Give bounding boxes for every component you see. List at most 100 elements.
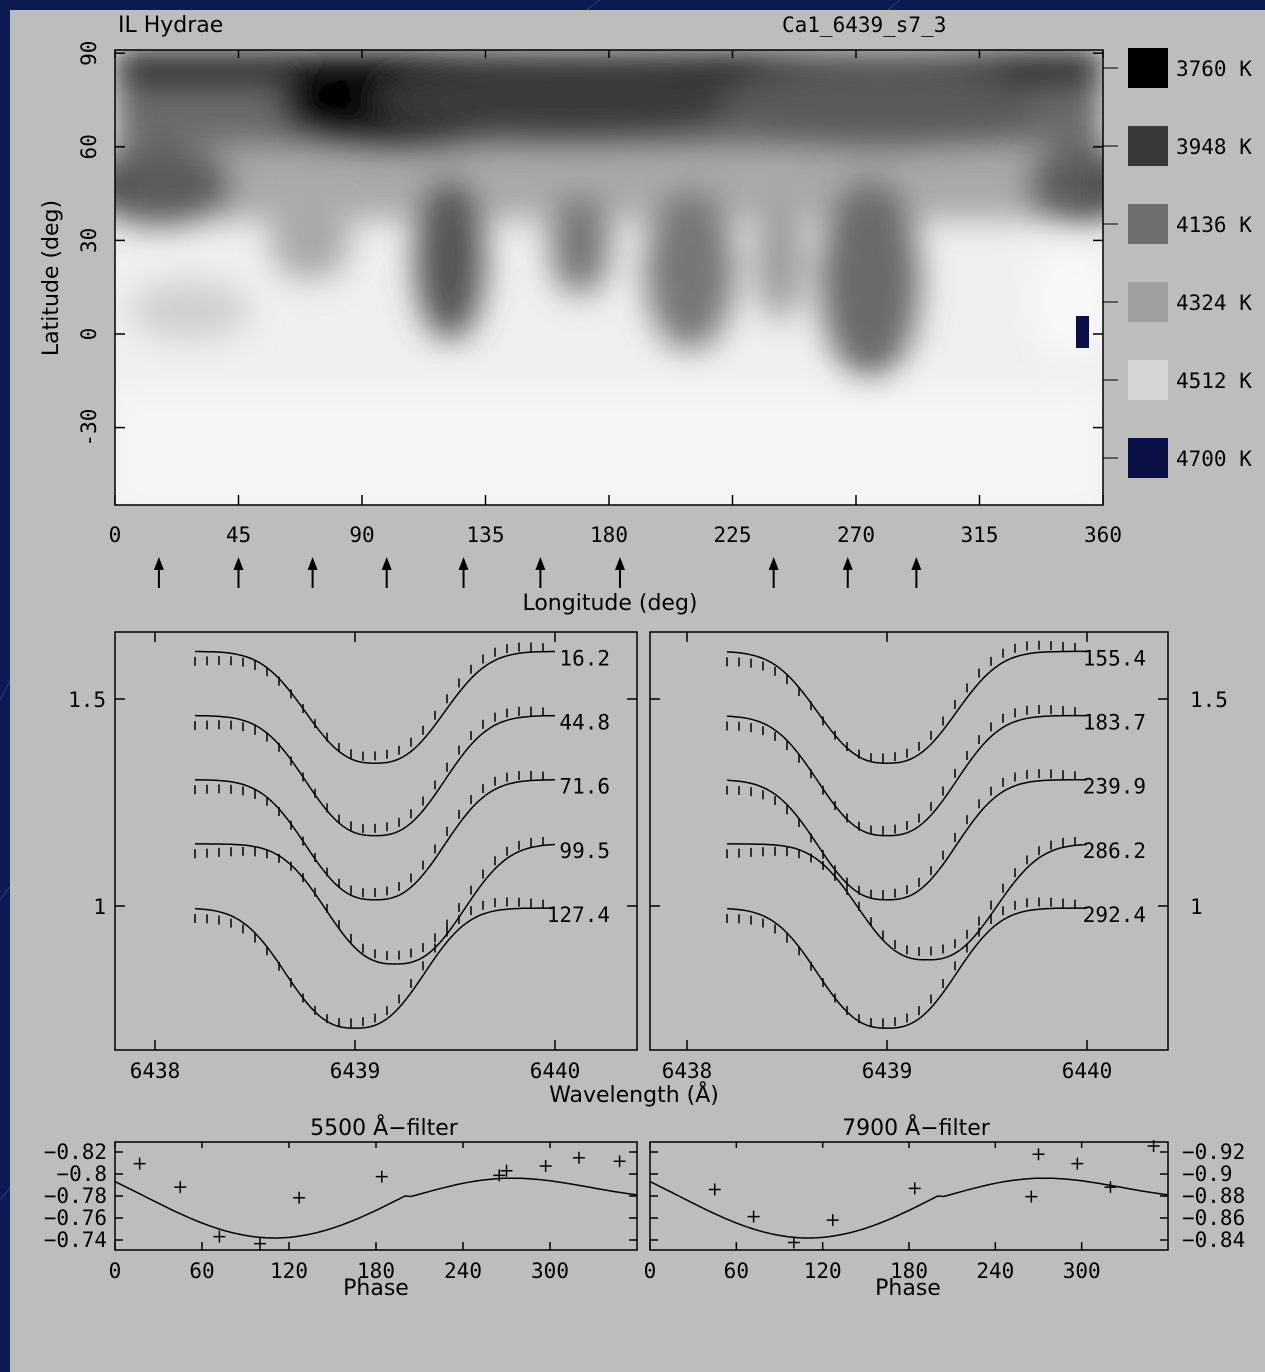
map-xtick-label: 135	[467, 523, 505, 547]
map-xtick-label: 90	[349, 523, 374, 547]
phase-label-left: Phase	[343, 1276, 409, 1301]
light-data-point	[539, 1160, 552, 1172]
profile-phase-label: 286.2	[1083, 839, 1146, 863]
phase-arrow-head	[535, 557, 546, 570]
profile-model-line	[727, 843, 1088, 961]
light-data-point	[293, 1191, 306, 1204]
light-curves: 0 60 120 180 240 300−0.82−0.8−0.78−0.76−0.740…	[44, 1140, 1245, 1283]
legend-label: 3948 K	[1176, 135, 1252, 159]
light-ytick-label: −0.8	[56, 1162, 107, 1186]
map-ytick-label: 30	[77, 228, 101, 253]
light-data-point	[133, 1157, 146, 1170]
light-data-point	[500, 1164, 513, 1177]
light-right-frame	[649, 1141, 1169, 1251]
phase-arrow-head	[153, 557, 164, 570]
figure-panel: IL Hydrae Ca1_6439_s7_3 0 45 90 135 180 225 27…	[10, 10, 1265, 1372]
light-ytick-label: −0.86	[1182, 1206, 1245, 1230]
phase-arrow-head	[458, 557, 469, 570]
profile-phase-label: 71.6	[559, 775, 610, 799]
map-ylabel: Latitude (deg)	[39, 200, 64, 356]
profile-model-line	[195, 843, 556, 965]
phase-arrow-head	[307, 557, 318, 570]
light-ytick-label: −0.78	[44, 1184, 107, 1208]
light-ytick-label: −0.76	[44, 1206, 107, 1230]
light-data-point	[708, 1183, 721, 1196]
profile-model-line	[194, 779, 556, 901]
light-ytick-label: −0.9	[1182, 1162, 1233, 1186]
legend-label: 4136 K	[1176, 213, 1252, 237]
profiles-left-frame	[114, 631, 638, 1051]
light-data-point	[787, 1236, 800, 1249]
profile-phase-label: 127.4	[547, 903, 610, 927]
phase-arrow-head	[614, 557, 625, 570]
legend-swatch	[1128, 282, 1168, 322]
temperature-legend: 3760 K 3948 K 4136 K 4324 K 4512 K 4700 K	[1103, 48, 1252, 478]
light-xtick-label: 60	[724, 1259, 749, 1283]
star-name: IL Hydrae	[118, 13, 223, 38]
light-data-point	[908, 1182, 921, 1195]
phase-label-right: Phase	[875, 1276, 941, 1301]
profile-phase-label: 292.4	[1083, 903, 1146, 927]
profile-model-line	[726, 650, 1087, 764]
light-model-curve	[649, 1177, 1169, 1239]
light-ytick-label: −0.92	[1182, 1140, 1245, 1164]
light-xtick-label: 180	[890, 1259, 928, 1283]
light-xtick-label: 120	[270, 1259, 308, 1283]
map-axes: 0 45 90 135 180 225 270 315 360 90 60 30 0 -30	[77, 41, 1122, 588]
light-data-point	[1071, 1157, 1084, 1170]
profile-phase-label: 99.5	[559, 839, 610, 863]
profile-model-line	[726, 907, 1087, 1029]
profile-model-line	[194, 714, 556, 837]
profile-xtick-label: 6439	[862, 1059, 913, 1083]
parameter-footer	[12, 1302, 212, 1368]
light-model-curve	[114, 1177, 638, 1239]
profiles-right-frame	[649, 631, 1169, 1051]
light-ytick-label: −0.82	[44, 1140, 107, 1164]
map-ytick-label: -30	[77, 409, 101, 447]
map-xtick-label: 315	[961, 523, 999, 547]
profile-ytick-label: 1	[93, 895, 106, 919]
phase-arrow-head	[381, 557, 392, 570]
profile-phase-label: 44.8	[559, 711, 610, 735]
profile-xtick-label: 6438	[662, 1059, 713, 1083]
light-xtick-label: 0	[644, 1259, 657, 1283]
light-data-point	[1025, 1190, 1038, 1203]
temperature-map	[115, 50, 1103, 505]
profile-xtick-label: 6438	[130, 1059, 181, 1083]
profile-phase-label: 183.7	[1083, 711, 1146, 735]
light-data-point	[1147, 1140, 1160, 1152]
legend-swatch	[1128, 126, 1168, 166]
map-xtick-label: 180	[590, 523, 628, 547]
legend-swatch	[1128, 204, 1168, 244]
profile-xtick-label: 6440	[1062, 1059, 1113, 1083]
legend-swatch	[1128, 48, 1168, 88]
map-xtick-label: 225	[714, 523, 752, 547]
light-data-point	[613, 1155, 626, 1168]
phase-arrow-head	[842, 557, 853, 570]
figure: IL Hydrae Ca1_6439_s7_3 0 45 90 135 180 225 27…	[12, 13, 1252, 1368]
phase-arrow-head	[768, 557, 779, 570]
profile-phase-label: 16.2	[559, 646, 610, 670]
wavelength-label: Wavelength (Å)	[549, 1081, 719, 1108]
profile-model-line	[726, 714, 1087, 837]
legend-swatch	[1128, 438, 1168, 478]
map-ytick-label: 60	[77, 134, 101, 159]
light-data-point	[1104, 1181, 1117, 1194]
light-xtick-label: 180	[357, 1259, 395, 1283]
line-profiles: 6438 6439 6440 1.5 1 16.2 44.8 71.6 99.5 127.4 643…	[68, 632, 1228, 1083]
profile-xtick-label: 6439	[330, 1059, 381, 1083]
map-ytick-label: 90	[77, 41, 101, 66]
light-xtick-label: 60	[189, 1259, 214, 1283]
map-ytick-label: 0	[77, 328, 101, 341]
map-xtick-label: 270	[837, 523, 875, 547]
light-data-point	[1032, 1148, 1045, 1161]
legend-label: 4700 K	[1176, 447, 1252, 471]
light-xtick-label: 120	[804, 1259, 842, 1283]
light-ytick-label: −0.74	[44, 1228, 107, 1252]
profile-phase-label: 239.9	[1083, 775, 1146, 799]
light-title-left: 5500 Å−filter	[310, 1114, 459, 1141]
light-data-point	[174, 1181, 187, 1194]
light-data-point	[747, 1210, 760, 1223]
profile-model-line	[726, 778, 1087, 901]
legend-label: 3760 K	[1176, 57, 1252, 81]
